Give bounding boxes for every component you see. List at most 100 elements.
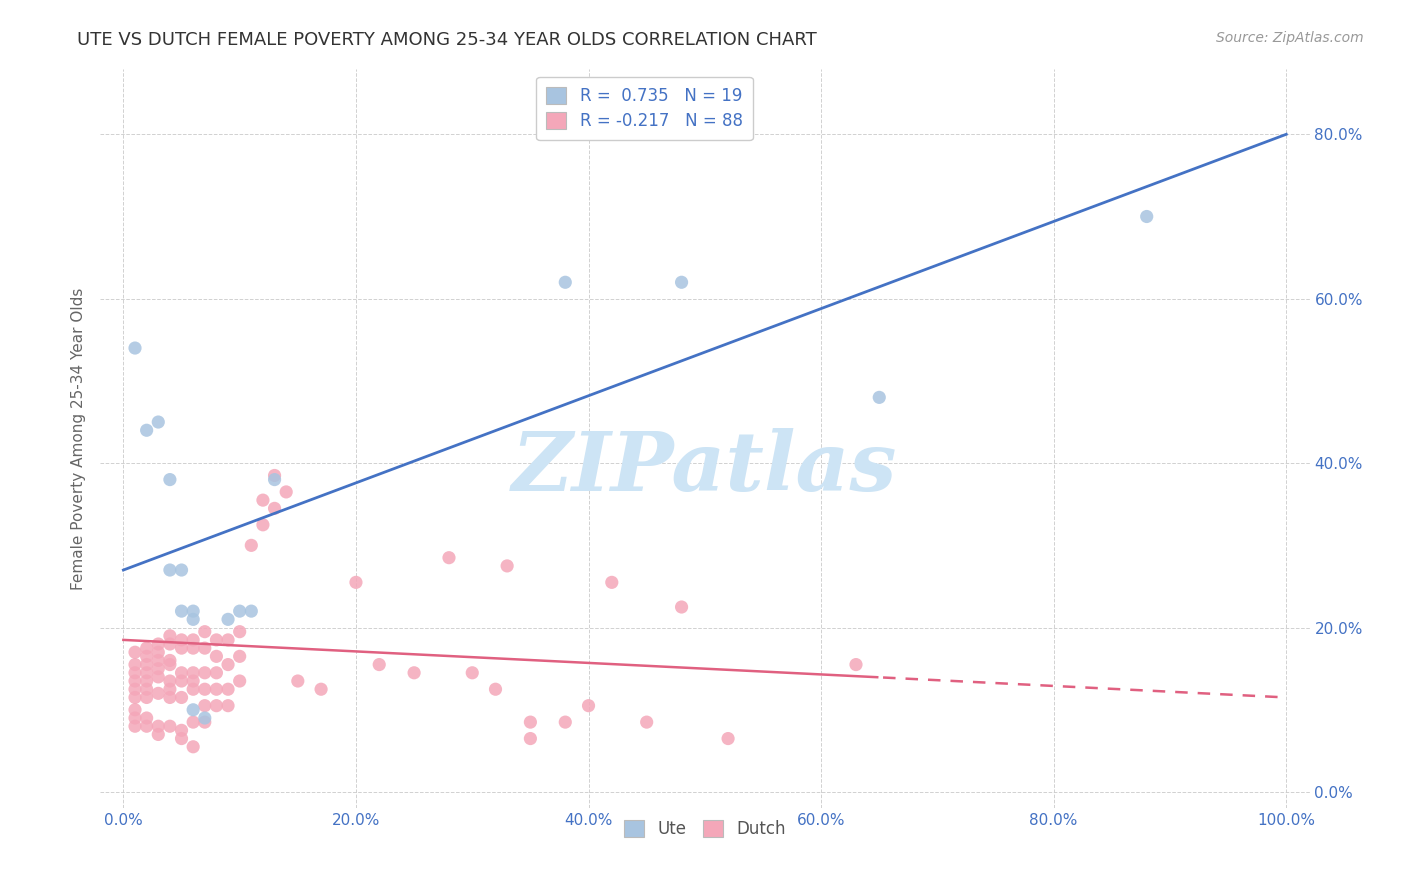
Point [205, 665, 228, 680]
Point [287, 673, 309, 688]
Point [159, 473, 181, 487]
Point [135, 673, 157, 688]
Point [205, 682, 228, 697]
Point [170, 641, 193, 656]
Point [228, 604, 250, 618]
Point [181, 612, 204, 626]
Point [181, 665, 204, 680]
Point [217, 698, 239, 713]
Point [159, 637, 181, 651]
Point [194, 624, 217, 639]
Point [194, 665, 217, 680]
Point [135, 657, 157, 672]
Legend: Ute, Dutch: Ute, Dutch [617, 813, 793, 845]
Point [309, 682, 332, 697]
Point [135, 423, 157, 437]
Point [159, 653, 181, 667]
Point [135, 719, 157, 733]
Point [148, 662, 170, 676]
Point [170, 632, 193, 647]
Point [124, 673, 146, 688]
Point [124, 682, 146, 697]
Point [159, 673, 181, 688]
Point [124, 690, 146, 705]
Point [600, 575, 623, 590]
Point [217, 682, 239, 697]
Point [276, 484, 298, 499]
Point [181, 682, 204, 697]
Point [170, 723, 193, 738]
Point [205, 698, 228, 713]
Point [519, 731, 541, 746]
Point [148, 637, 170, 651]
Point [148, 727, 170, 741]
Point [217, 657, 239, 672]
Point [181, 604, 204, 618]
Point [159, 690, 181, 705]
Point [124, 657, 146, 672]
Point [461, 665, 484, 680]
Point [135, 665, 157, 680]
Point [170, 690, 193, 705]
Point [148, 415, 170, 429]
Point [217, 632, 239, 647]
Point [554, 275, 576, 289]
Point [148, 686, 170, 700]
Point [194, 715, 217, 730]
Point [181, 739, 204, 754]
Text: UTE VS DUTCH FEMALE POVERTY AMONG 25-34 YEAR OLDS CORRELATION CHART: UTE VS DUTCH FEMALE POVERTY AMONG 25-34 … [77, 31, 817, 49]
Point [181, 703, 204, 717]
Point [252, 517, 274, 532]
Point [1136, 210, 1159, 224]
Point [263, 501, 285, 516]
Point [170, 665, 193, 680]
Point [404, 665, 426, 680]
Point [671, 600, 693, 615]
Point [194, 682, 217, 697]
Point [159, 657, 181, 672]
Point [181, 641, 204, 656]
Point [194, 711, 217, 725]
Point [228, 624, 250, 639]
Point [868, 390, 890, 404]
Point [368, 657, 391, 672]
Y-axis label: Female Poverty Among 25-34 Year Olds: Female Poverty Among 25-34 Year Olds [72, 287, 86, 590]
Point [170, 604, 193, 618]
Point [124, 711, 146, 725]
Text: ZIPatlas: ZIPatlas [512, 428, 897, 508]
Point [181, 673, 204, 688]
Point [194, 641, 217, 656]
Point [671, 275, 693, 289]
Point [205, 632, 228, 647]
Point [578, 698, 600, 713]
Point [263, 473, 285, 487]
Point [717, 731, 740, 746]
Point [217, 612, 239, 626]
Point [228, 673, 250, 688]
Point [240, 604, 263, 618]
Point [181, 632, 204, 647]
Point [148, 653, 170, 667]
Point [170, 731, 193, 746]
Point [159, 629, 181, 643]
Point [148, 670, 170, 684]
Point [228, 649, 250, 664]
Point [159, 563, 181, 577]
Point [636, 715, 658, 730]
Point [263, 468, 285, 483]
Point [148, 645, 170, 659]
Point [344, 575, 367, 590]
Point [124, 703, 146, 717]
Text: Source: ZipAtlas.com: Source: ZipAtlas.com [1216, 31, 1364, 45]
Point [124, 665, 146, 680]
Point [135, 641, 157, 656]
Point [484, 682, 506, 697]
Point [252, 493, 274, 508]
Point [148, 719, 170, 733]
Point [170, 673, 193, 688]
Point [124, 719, 146, 733]
Point [845, 657, 868, 672]
Point [519, 715, 541, 730]
Point [159, 682, 181, 697]
Point [194, 698, 217, 713]
